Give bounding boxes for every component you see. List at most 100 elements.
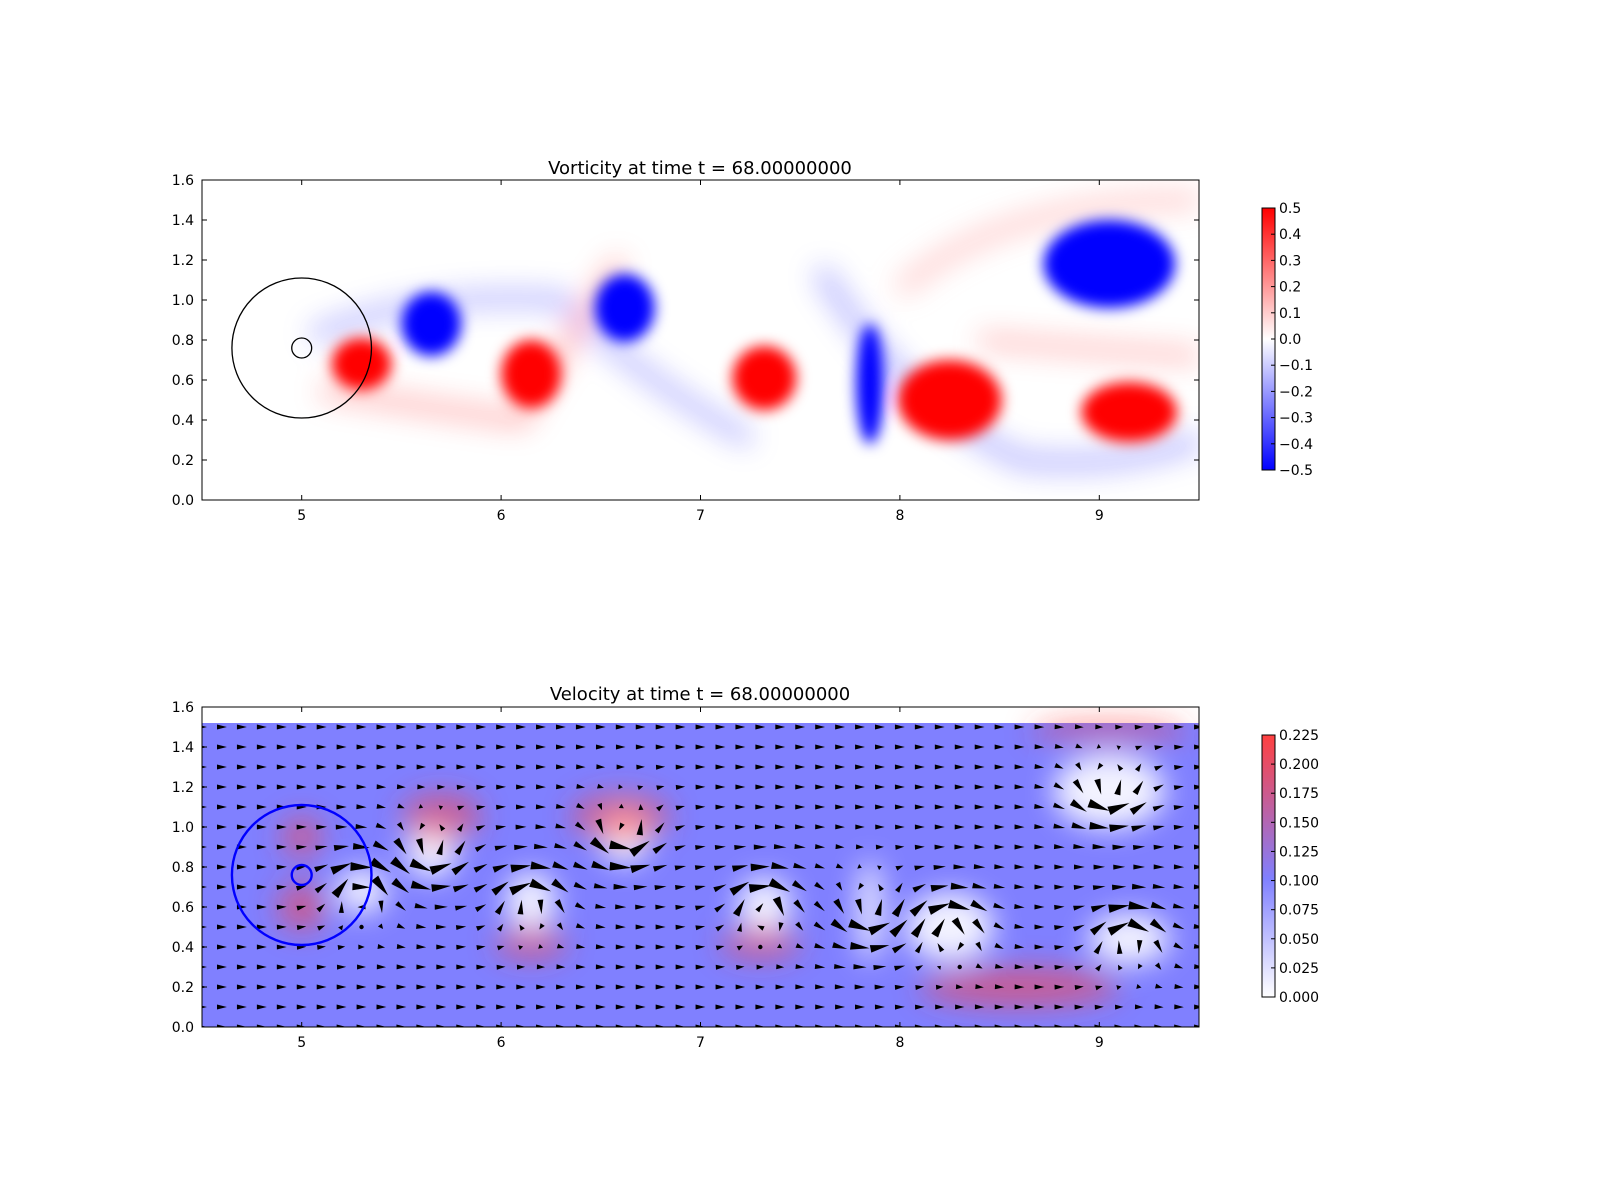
quiver-arrow [775, 764, 786, 770]
quiver-arrow [396, 984, 407, 990]
quiver-arrow [316, 903, 326, 913]
quiver-arrow [1154, 1004, 1164, 1010]
quiver-arrow [1173, 844, 1185, 850]
quiver-arrow [855, 784, 865, 790]
quiver-arrow [336, 724, 347, 730]
quiver-arrow [1174, 1024, 1184, 1027]
quiver-arrow [1072, 778, 1084, 794]
quiver-arrows [202, 724, 1199, 1027]
quiver-arrow [1034, 764, 1045, 769]
quiver-arrow [256, 764, 267, 770]
quiver-arrow [436, 944, 447, 950]
quiver-arrow [857, 863, 862, 869]
quiver-arrow [713, 884, 727, 893]
quiver-arrow [1097, 762, 1104, 770]
quiver-arrow [316, 764, 327, 770]
quiver-arrow [1134, 724, 1144, 730]
quiver-arrow [572, 861, 588, 870]
quiver-arrow [970, 899, 988, 912]
quiver-arrow [1132, 845, 1146, 850]
quiver-arrow [1094, 778, 1102, 795]
quiver-arrow [336, 1024, 347, 1027]
quiver-arrow [695, 724, 706, 730]
quiver-arrow [451, 861, 469, 876]
colorbar-tick-label: 0.050 [1279, 932, 1319, 948]
quiver-arrow [1054, 864, 1065, 870]
y-tick-label: 1.4 [172, 213, 194, 229]
quiver-arrow [335, 824, 348, 830]
quiver-arrow [216, 924, 227, 930]
quiver-arrow [894, 764, 905, 770]
quiver-arrow [536, 984, 546, 990]
quiver-arrow [835, 764, 846, 770]
quiver-arrow [556, 784, 566, 790]
quiver-arrow [954, 804, 965, 810]
quiver-arrow [393, 837, 407, 855]
quiver-arrow [296, 824, 307, 830]
quiver-arrow [555, 1004, 566, 1010]
quiver-arrow [1129, 802, 1147, 815]
quiver-arrow [875, 804, 885, 810]
y-tick-label: 0.6 [172, 373, 194, 389]
quiver-arrow [375, 822, 387, 829]
quiver-arrow [256, 804, 267, 810]
quiver-arrow [775, 744, 786, 750]
quiver-arrow [994, 764, 1005, 770]
quiver-arrow [1133, 864, 1145, 870]
quiver-arrow [296, 844, 307, 850]
quiver-arrow [395, 901, 406, 911]
y-tick-label: 0.8 [172, 333, 194, 349]
quiver-arrow [894, 724, 905, 730]
quiver-arrow [256, 1004, 267, 1010]
quiver-arrow [953, 864, 966, 870]
quiver-arrow [1092, 844, 1106, 850]
quiver-arrow [1014, 1024, 1025, 1027]
quiver-arrow [815, 1024, 826, 1027]
vorticity-colorbar: 0.5 0.4 0.3 0.2 0.1 0.0 −0.1 −0.2 −0.3 −0.4 −0.5 [1261, 201, 1313, 479]
quiver-arrow [1194, 724, 1199, 730]
quiver-arrow [735, 744, 746, 750]
quiver-arrow [431, 884, 451, 892]
quiver-arrow [436, 1024, 447, 1027]
quiver-arrow [519, 924, 525, 931]
quiver-arrow [536, 1024, 546, 1027]
quiver-arrow [855, 744, 865, 750]
quiver-arrow [655, 724, 666, 730]
negative-vortex [594, 274, 655, 342]
quiver-arrow [914, 824, 925, 830]
quiver-arrow [652, 864, 668, 872]
quiver-arrow [476, 925, 486, 931]
quiver-arrow [494, 845, 508, 851]
quiver-arrow [496, 984, 506, 990]
quiver-arrow [874, 1004, 885, 1010]
quiver-arrow [376, 803, 387, 809]
quiver-arrow [1034, 724, 1045, 730]
quiver-arrow [476, 984, 487, 990]
quiver-arrow [1089, 921, 1107, 936]
velocity-title: Velocity at time t = 68.00000000 [550, 684, 850, 705]
colorbar-tick-label: −0.5 [1279, 463, 1313, 479]
quiver-arrow [575, 724, 586, 730]
quiver-arrow [336, 744, 347, 750]
quiver-arrow [914, 865, 925, 871]
quiver-arrow [1136, 984, 1142, 989]
quiver-arrow [1014, 1004, 1025, 1010]
quiver-arrow [1137, 963, 1143, 970]
quiver-arrow [317, 944, 326, 950]
quiver-arrow [1117, 764, 1124, 772]
quiver-arrow [597, 802, 603, 811]
velocity-ticks: 5 6 7 8 9 0.0 0.2 0.4 0.6 0.8 1.0 1.2 1.4 1.6 [172, 700, 1199, 1051]
quiver-arrow [1173, 884, 1185, 890]
quiver-arrow [775, 804, 786, 810]
quiver-arrow [994, 963, 1004, 969]
quiver-arrow [316, 964, 327, 970]
quiver-arrow [236, 764, 247, 770]
quiver-arrow [894, 1004, 905, 1010]
quiver-arrow [357, 964, 367, 970]
quiver-arrow [850, 941, 870, 950]
quiver-arrow [735, 724, 746, 730]
vorticity-ticks: 5 6 7 8 9 0.0 0.2 0.4 0.6 0.8 1.0 1.2 1.4 1.6 [172, 173, 1199, 524]
quiver-arrow [1154, 1024, 1164, 1027]
quiver-arrow [974, 804, 985, 810]
quiver-arrow [974, 764, 985, 770]
